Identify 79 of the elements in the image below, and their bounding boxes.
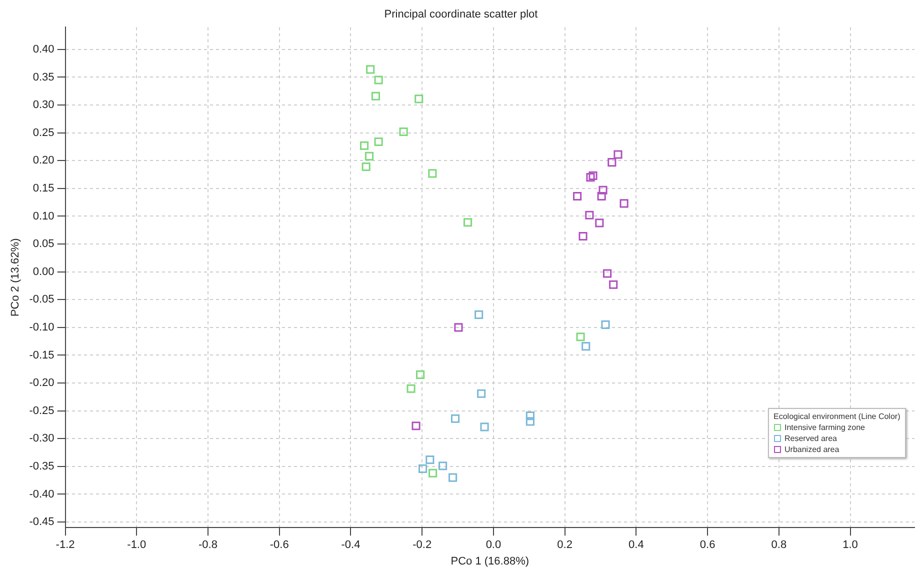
point [578,232,588,241]
x-tick-label: -0.6 [270,539,289,552]
x-tick-label: -0.4 [341,539,360,552]
point [374,137,383,146]
x-axis-title: PCo 1 (16.88%) [450,555,530,568]
y-tick-label: 0.40 [32,43,54,56]
y-tick-label: 0.00 [32,266,54,278]
y-tick-label: 0.15 [32,182,54,194]
point [412,422,420,430]
point [438,462,448,470]
point [406,384,416,393]
legend-title: Ecological environment (Line Color) [774,412,900,421]
point [573,192,582,201]
x-tick-label: 0.8 [771,539,787,552]
point [526,417,534,426]
point [454,323,463,332]
point [364,152,374,160]
x-tick-label: 0.0 [486,539,502,552]
y-tick-label: -0.25 [29,404,54,417]
point [480,422,489,432]
y-tick-label: 0.30 [32,99,54,112]
chart-title: Principal coordinate scatter plot [384,8,538,21]
point [448,473,458,482]
point [428,169,437,178]
point [582,342,590,351]
y-tick-label: -0.10 [29,321,54,334]
x-tick-label: 1.0 [842,539,858,552]
y-tick-label: 0.35 [32,71,54,84]
point [598,186,608,194]
point [595,218,604,228]
x-tick-label: 0.4 [628,539,644,552]
y-tick-label: -0.05 [29,294,54,306]
point [614,150,622,159]
point [526,412,534,420]
x-tick-label: 0.6 [700,539,716,552]
x-tick-label: -0.2 [412,539,432,552]
x-tick-label: 0.2 [557,539,572,552]
point [588,171,598,180]
y-tick-label: 0.05 [32,238,54,250]
point [360,141,369,150]
y-axis-title: PCo 2 (13.62%) [10,238,22,317]
y-tick-label: 0.10 [32,210,54,222]
point [450,414,460,423]
point [620,199,628,208]
y-tick-label: -0.40 [29,488,54,500]
legend-label: Reserved area [784,434,837,443]
point [601,320,610,329]
x-tick-label: -1.0 [127,539,146,552]
point [418,464,428,473]
point [414,94,424,104]
point [597,192,606,201]
point [366,65,375,74]
y-tick-label: -0.35 [29,460,54,472]
y-tick-label: -0.20 [29,377,54,390]
point [463,218,472,227]
point [609,280,618,289]
point [608,158,616,167]
x-tick-label: -1.2 [56,539,75,552]
point [586,173,595,182]
point [399,127,408,136]
point [416,370,425,379]
y-tick-label: -0.45 [29,516,54,528]
legend-label: Intensive farming zone [784,422,865,432]
point [426,455,434,464]
y-tick-label: 0.25 [32,126,54,139]
legend-label: Urbanized area [784,444,840,454]
point [585,210,594,220]
y-tick-label: -0.30 [29,432,54,445]
point [428,468,438,478]
point [576,332,585,342]
point [602,269,612,278]
point [477,389,486,398]
point [362,162,370,172]
point [371,92,380,100]
point [474,310,484,319]
y-tick-label: 0.20 [32,154,54,167]
x-tick-label: -0.8 [198,539,218,552]
y-tick-label: -0.15 [29,349,54,362]
point [374,76,383,84]
